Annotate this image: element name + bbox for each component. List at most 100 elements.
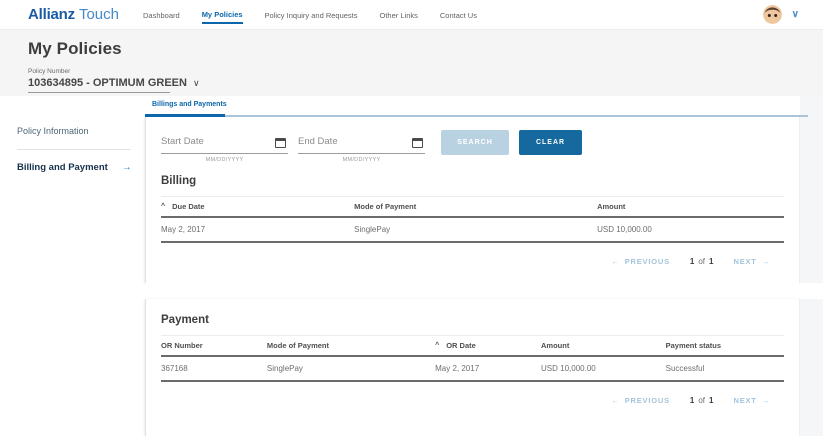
of-label: of — [698, 257, 706, 266]
end-date-field: MM/DD/YYYY — [298, 130, 425, 163]
billing-header-mode-of-payment[interactable]: Mode of Payment — [354, 202, 417, 211]
end-date-calendar-icon[interactable] — [412, 138, 423, 148]
billing-header-amount[interactable]: Amount — [597, 202, 626, 211]
payment-page-indicator: 1 of 1 — [690, 396, 714, 405]
nav-item-dashboard[interactable]: Dashboard — [142, 10, 180, 20]
policy-chevron-down-icon: ∨ — [192, 77, 200, 88]
content-area: Policy Information Billing and Payment →… — [0, 96, 823, 436]
payment-header-payment-status[interactable]: Payment status — [665, 341, 722, 350]
policy-number-label: Policy Number — [28, 68, 71, 75]
billing-next-button[interactable]: NEXT → — [733, 257, 770, 266]
billing-cell-amount: USD 10,000.00 — [597, 225, 652, 234]
search-button[interactable]: SEARCH — [441, 130, 509, 155]
current-page: 1 — [689, 396, 695, 405]
payment-cell-payment-status: Successful — [665, 364, 705, 373]
previous-label: PREVIOUS — [624, 257, 670, 266]
top-navigation: Dashboard My Policies Policy Inquiry and… — [143, 6, 477, 24]
start-date-format-hint: MM/DD/YYYY — [205, 157, 244, 163]
billing-pagination: ← PREVIOUS 1 of 1 NEXT → — [161, 257, 784, 266]
card-gap — [145, 283, 823, 299]
billing-table: ^ Due Date Mode of Payment Amount May 2,… — [161, 196, 784, 243]
of-label: of — [698, 396, 706, 405]
allianz-touch-logo[interactable]: Allianz Touch — [28, 6, 119, 23]
payment-pagination: ← PREVIOUS 1 of 1 NEXT → — [161, 396, 784, 405]
billing-table-row: May 2, 2017 SinglePay USD 10,000.00 — [161, 218, 784, 243]
arrow-left-icon: ← — [611, 396, 620, 405]
policy-number-select[interactable]: 103634895 - OPTIMUM GREEN ∨ — [28, 77, 200, 93]
payment-cell-amount: USD 10,000.00 — [541, 364, 596, 373]
payment-cell-or-number: 367168 — [161, 364, 188, 373]
payment-table-header: OR Number Mode of Payment ^ OR Date Amou… — [161, 336, 784, 357]
right-gray-rail — [800, 96, 823, 117]
payment-header-amount[interactable]: Amount — [541, 341, 570, 350]
payment-previous-button[interactable]: ← PREVIOUS — [611, 396, 669, 405]
payment-header-or-number[interactable]: OR Number — [161, 341, 203, 350]
payment-card: Payment OR Number Mode of Payment ^ OR D… — [145, 299, 800, 436]
active-tab-underline — [145, 114, 225, 117]
nav-item-contact-us[interactable]: Contact Us — [439, 10, 477, 20]
active-arrow-right-icon: → — [121, 162, 132, 173]
billing-page-indicator: 1 of 1 — [690, 257, 714, 266]
payment-header-or-date[interactable]: ^ OR Date — [435, 341, 541, 350]
nav-item-policy-inquiry[interactable]: Policy Inquiry and Requests — [264, 10, 358, 20]
tab-billings-and-payments[interactable]: Billings and Payments — [152, 101, 227, 108]
sidebar-divider — [17, 149, 131, 150]
right-gray-rail — [800, 117, 823, 283]
arrow-left-icon: ← — [611, 257, 620, 266]
right-gray-rail — [800, 299, 823, 436]
payment-table: OR Number Mode of Payment ^ OR Date Amou… — [161, 335, 784, 382]
user-menu: ∨ — [762, 5, 799, 24]
total-pages: 1 — [709, 396, 714, 405]
billing-card-row: MM/DD/YYYY MM/DD/YYYY SEARCH CLEAR Billi… — [145, 117, 823, 283]
nav-item-other-links[interactable]: Other Links — [379, 10, 418, 20]
arrow-right-icon: → — [761, 257, 770, 266]
payment-section-heading: Payment — [161, 314, 209, 326]
billing-table-header: ^ Due Date Mode of Payment Amount — [161, 197, 784, 218]
payment-cell-or-date: May 2, 2017 — [435, 364, 480, 373]
billing-header-due-date-label: Due Date — [172, 202, 205, 211]
logo-product-text: Touch — [78, 6, 119, 23]
payment-table-row: 367168 SinglePay May 2, 2017 USD 10,000.… — [161, 357, 784, 382]
payment-header-mode-of-payment[interactable]: Mode of Payment — [266, 341, 329, 350]
page-header-band: My Policies Policy Number 103634895 - OP… — [0, 30, 823, 96]
user-chevron-down-icon[interactable]: ∨ — [791, 8, 799, 20]
logo-brand-text: Allianz — [28, 6, 75, 23]
billing-previous-button[interactable]: ← PREVIOUS — [611, 257, 669, 266]
date-filter-bar: MM/DD/YYYY MM/DD/YYYY SEARCH CLEAR — [161, 117, 784, 163]
total-pages: 1 — [709, 257, 714, 266]
sidebar-item-policy-information[interactable]: Policy Information — [17, 126, 89, 136]
sidebar-item-label: Billing and Payment — [17, 162, 108, 173]
start-date-field: MM/DD/YYYY — [161, 130, 288, 163]
sort-ascending-icon[interactable]: ^ — [161, 203, 166, 210]
previous-label: PREVIOUS — [624, 396, 670, 405]
current-page: 1 — [689, 257, 695, 266]
user-avatar[interactable] — [762, 5, 782, 24]
nav-item-my-policies[interactable]: My Policies — [201, 6, 243, 24]
tab-row: Billings and Payments — [145, 96, 823, 117]
tab-bar: Billings and Payments — [145, 96, 808, 117]
billing-cell-mode-of-payment: SinglePay — [354, 225, 391, 234]
arrow-right-icon: → — [761, 396, 770, 405]
start-date-calendar-icon[interactable] — [275, 138, 286, 148]
payment-next-button[interactable]: NEXT → — [733, 396, 770, 405]
avatar-face-graphic — [762, 5, 782, 24]
policy-number-value: 103634895 - OPTIMUM GREEN — [28, 77, 187, 89]
clear-button[interactable]: CLEAR — [519, 130, 582, 155]
sort-ascending-icon[interactable]: ^ — [435, 342, 440, 349]
payment-header-or-date-label: OR Date — [446, 341, 476, 350]
sidebar: Policy Information Billing and Payment → — [0, 96, 145, 436]
billing-card: MM/DD/YYYY MM/DD/YYYY SEARCH CLEAR Billi… — [145, 117, 800, 283]
billing-cell-due-date: May 2, 2017 — [161, 225, 206, 234]
payment-cell-mode-of-payment: SinglePay — [266, 364, 303, 373]
billing-header-due-date[interactable]: ^ Due Date — [161, 202, 354, 211]
tab-bar-underline — [145, 115, 808, 117]
main-panel: Billings and Payments MM/DD/YYYY — [145, 96, 823, 436]
next-label: NEXT — [733, 257, 757, 266]
end-date-format-hint: MM/DD/YYYY — [342, 157, 381, 163]
billing-section-heading: Billing — [161, 175, 197, 187]
end-date-input[interactable] — [298, 130, 425, 153]
sidebar-item-billing-and-payment[interactable]: Billing and Payment → — [17, 162, 145, 173]
start-date-input[interactable] — [161, 130, 288, 153]
payment-card-row: Payment OR Number Mode of Payment ^ OR D… — [145, 299, 823, 436]
next-label: NEXT — [733, 396, 757, 405]
